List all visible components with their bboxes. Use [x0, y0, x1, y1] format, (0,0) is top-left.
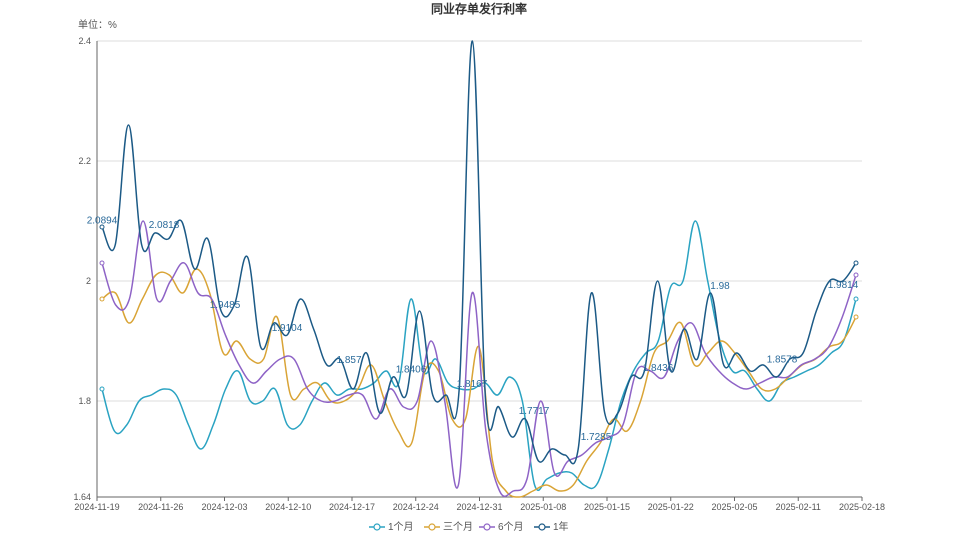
- x-tick-label: 2024-12-31: [456, 502, 502, 512]
- data-label: 1.8436: [643, 363, 674, 374]
- legend-item-2[interactable]: 三个月: [424, 521, 473, 533]
- legend-label: 1个月: [388, 521, 414, 533]
- legend-item-4[interactable]: 1年: [534, 520, 569, 533]
- legend-swatch-marker: [428, 523, 436, 531]
- data-label: 1.7717: [519, 406, 550, 417]
- series-line-1: [101, 220, 857, 492]
- x-tick-label: 2024-12-10: [265, 502, 311, 512]
- data-label: 1.9104: [272, 323, 303, 334]
- series-end-point: [853, 314, 859, 320]
- data-label: 1.8167: [457, 379, 488, 390]
- x-tick-label: 2024-12-24: [393, 502, 439, 512]
- axes: 1.64 1.8 2 2.2 2.4 2024-11-19 2024-11-26 2024-1…: [73, 36, 885, 512]
- legend-label: 1年: [553, 520, 569, 533]
- data-label: 1.98: [710, 281, 730, 292]
- series-end-point: [853, 296, 859, 302]
- data-label: 2.0894: [87, 215, 118, 226]
- y-tick-label: 1.8: [78, 396, 91, 406]
- data-label: 1.7285: [581, 432, 612, 443]
- chart-title: 同业存单发行利率: [431, 1, 527, 16]
- grid-lines: [97, 40, 862, 402]
- data-label: 1.9814: [828, 280, 859, 291]
- data-label: 1.8578: [767, 354, 798, 365]
- series-line-3: [101, 220, 857, 498]
- legend[interactable]: 1个月 三个月 6个月 1年: [369, 520, 569, 533]
- legend-swatch-marker: [373, 523, 381, 531]
- series-start-point: [99, 260, 105, 266]
- y-tick-label: 1.64: [73, 492, 91, 502]
- series-end-point: [853, 272, 859, 278]
- legend-label: 三个月: [443, 521, 473, 533]
- series-end-point: [853, 260, 859, 266]
- y-unit-label: 单位：%: [78, 18, 117, 31]
- legend-item-3[interactable]: 6个月: [479, 521, 524, 533]
- data-labels: 2.0894 2.0818 1.9485 1.9104 1.857 1.8406 1.816…: [87, 215, 859, 443]
- x-tick-label: 2024-12-03: [201, 502, 247, 512]
- legend-swatch-marker: [483, 523, 491, 531]
- x-tick-label: 2025-01-08: [520, 502, 566, 512]
- x-tick-label: 2024-12-17: [329, 502, 375, 512]
- series-lines: [99, 40, 859, 498]
- legend-item-1[interactable]: 1个月: [369, 521, 414, 533]
- data-label: 1.9485: [210, 300, 241, 311]
- data-label: 1.8406: [396, 365, 427, 376]
- x-tick-label: 2025-01-22: [648, 502, 694, 512]
- x-tick-label: 2025-02-11: [776, 502, 821, 512]
- x-tick-label: 2024-11-26: [138, 502, 183, 512]
- y-tick-label: 2: [86, 276, 91, 286]
- legend-label: 6个月: [498, 521, 524, 533]
- data-label: 2.0818: [149, 220, 180, 231]
- series-start-point: [99, 296, 105, 302]
- y-tick-label: 2.4: [78, 36, 91, 46]
- series-line-4: [101, 40, 857, 465]
- data-label: 1.857: [336, 355, 361, 366]
- x-tick-label: 2025-01-15: [584, 502, 630, 512]
- x-tick-label: 2024-11-19: [74, 502, 119, 512]
- x-tick-label: 2025-02-05: [711, 502, 757, 512]
- x-tick-label: 2025-02-18: [839, 502, 885, 512]
- y-tick-label: 2.2: [78, 156, 91, 166]
- series-start-point: [99, 386, 105, 392]
- legend-swatch-marker: [538, 523, 546, 531]
- series-start-point: [99, 224, 105, 230]
